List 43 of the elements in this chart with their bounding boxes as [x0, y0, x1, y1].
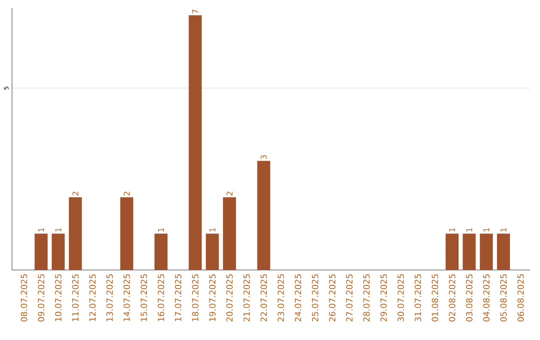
bar	[496, 234, 510, 270]
x-tick-label: 14.07.2025	[124, 274, 130, 322]
x-tick-label: 03.08.2025	[466, 274, 472, 322]
x-tick-label: 19.07.2025	[209, 274, 216, 322]
bar	[154, 234, 168, 270]
x-tick-label: 10.07.2025	[55, 274, 62, 322]
x-tick-label: 17.07.2025	[174, 274, 182, 322]
bar	[446, 234, 459, 270]
x-tick-label: 08.07.2025	[20, 274, 28, 322]
x-tick-label: 15.07.2025	[140, 274, 148, 322]
x-tick-label: 05.08.2025	[500, 274, 507, 322]
x-tick-label: 31.07.2025	[414, 274, 422, 322]
x-tick-label: 23.07.2025	[278, 274, 284, 322]
bar	[257, 160, 270, 270]
bar	[222, 197, 236, 270]
x-tick-label: 01.08.2025	[432, 274, 438, 322]
x-tick-label: 13.07.2025	[106, 274, 113, 322]
x-tick-label: 18.07.2025	[192, 274, 198, 322]
x-tick-label: 02.08.2025	[448, 274, 456, 322]
bar	[188, 15, 202, 270]
bar	[52, 234, 65, 270]
bar	[120, 197, 134, 270]
x-tick-label: 21.07.2025	[243, 274, 250, 322]
x-tick-label: 04.08.2025	[483, 274, 490, 322]
bar	[462, 234, 476, 270]
bar	[68, 197, 82, 270]
x-tick-label: 09.07.2025	[38, 274, 44, 322]
bar	[34, 234, 48, 270]
x-tick-label: 16.07.2025	[158, 274, 164, 322]
x-tick-label: 06.08.2025	[517, 274, 524, 322]
x-tick-label: 22.07.2025	[260, 274, 267, 322]
bar	[480, 234, 493, 270]
x-tick-label: 27.07.2025	[346, 274, 353, 322]
x-tick-label: 25.07.2025	[312, 274, 318, 322]
x-tick-label: 24.07.2025	[294, 274, 302, 322]
x-tick-label: 29.07.2025	[380, 274, 387, 322]
x-tick-label: 20.07.2025	[226, 274, 233, 322]
x-tick-label: 12.07.2025	[89, 274, 96, 322]
x-tick-label: 11.07.2025	[72, 274, 79, 322]
x-tick-label: 30.07.2025	[398, 274, 404, 322]
bar	[206, 234, 219, 270]
x-tick-label: 26.07.2025	[329, 274, 336, 322]
x-tick-label: 28.07.2025	[363, 274, 370, 322]
